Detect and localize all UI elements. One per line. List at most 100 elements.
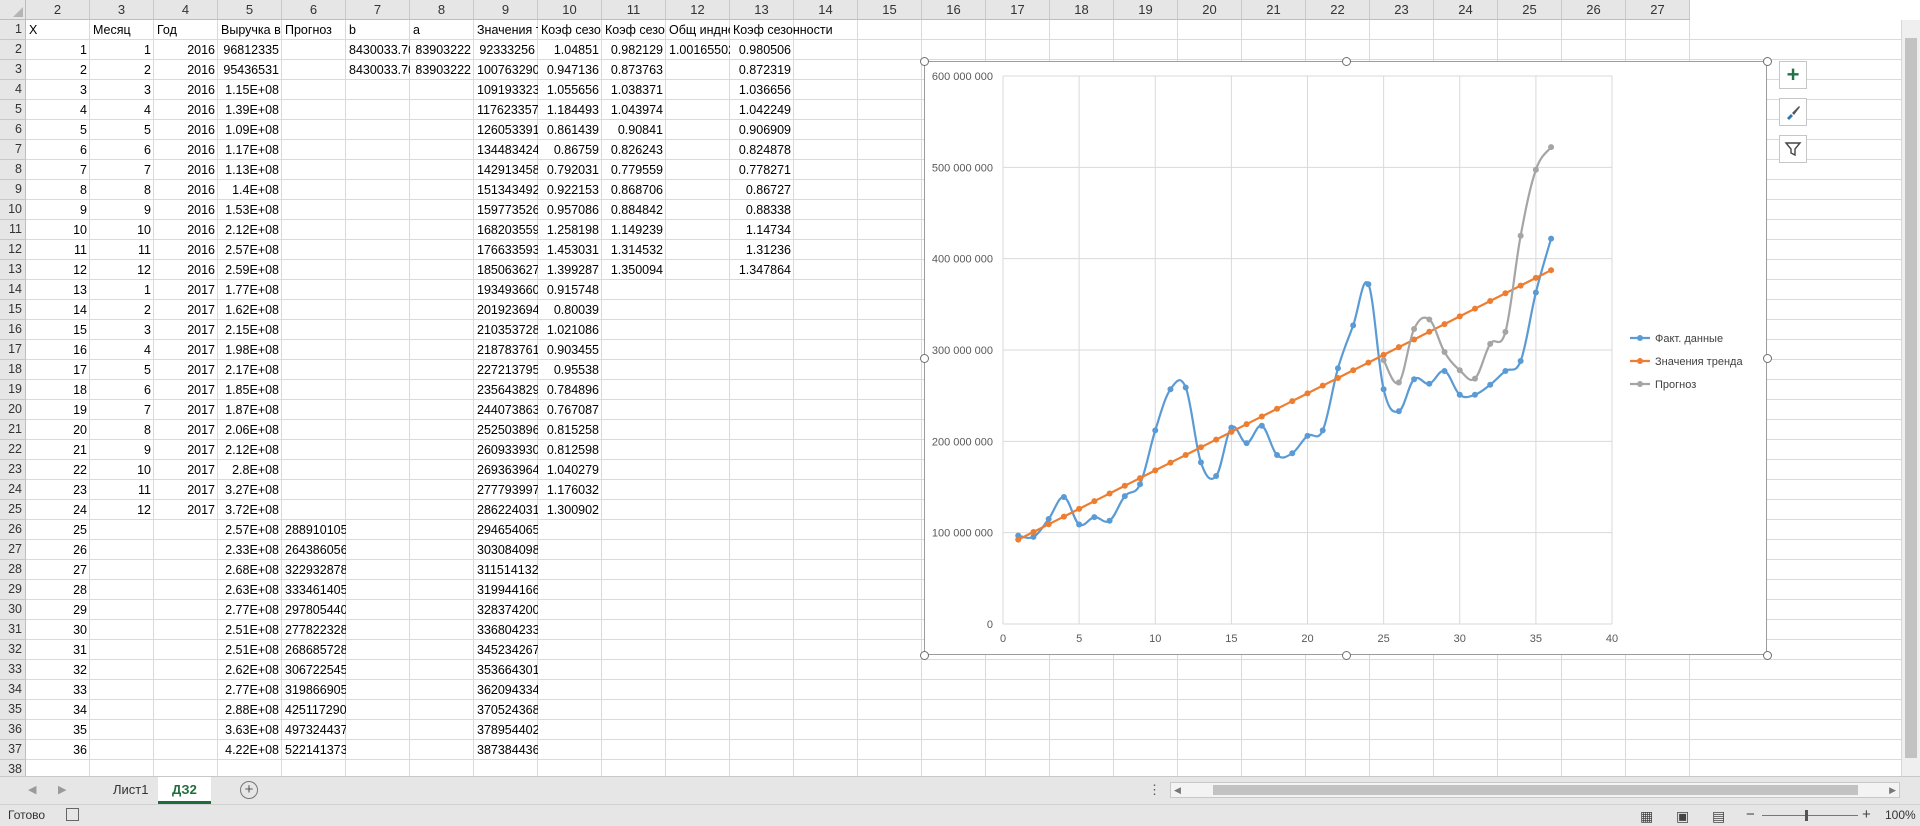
cell[interactable]: b bbox=[349, 23, 356, 37]
cell[interactable]: 1.055656 bbox=[546, 83, 599, 97]
new-sheet-button[interactable]: + bbox=[240, 781, 258, 799]
column-header[interactable]: 25 bbox=[1498, 0, 1562, 20]
cell[interactable]: 3.63E+08 bbox=[225, 723, 279, 737]
column-header[interactable]: 27 bbox=[1626, 0, 1690, 20]
cell[interactable]: 3 bbox=[144, 83, 151, 97]
cell[interactable]: 2.33E+08 bbox=[225, 543, 279, 557]
cell[interactable]: 8430033.702 bbox=[349, 43, 410, 57]
cell[interactable]: 260933930 bbox=[477, 443, 538, 457]
cell[interactable]: 0.873763 bbox=[610, 63, 663, 77]
cell[interactable]: 1.453031 bbox=[546, 243, 599, 257]
cell[interactable]: 1.14734 bbox=[745, 223, 791, 237]
cell[interactable]: 11 bbox=[74, 243, 87, 257]
cell[interactable]: 0.884842 bbox=[610, 203, 663, 217]
cell[interactable]: 336804233 bbox=[477, 623, 538, 637]
cell[interactable]: 1.39E+08 bbox=[225, 103, 279, 117]
cell[interactable]: 134483424 bbox=[477, 143, 538, 157]
cell[interactable]: 20 bbox=[73, 423, 87, 437]
cell[interactable]: 2 bbox=[144, 63, 151, 77]
chart-resize-handle[interactable] bbox=[1763, 57, 1772, 66]
cell[interactable]: 306722545.7 bbox=[285, 663, 346, 677]
cell[interactable]: 2 bbox=[80, 63, 87, 77]
cell[interactable]: 2.63E+08 bbox=[225, 583, 279, 597]
chart-resize-handle[interactable] bbox=[920, 354, 929, 363]
cell[interactable]: 4 bbox=[144, 343, 151, 357]
row-header[interactable]: 17 bbox=[0, 340, 26, 360]
cell[interactable]: 425117290 bbox=[285, 703, 346, 717]
cell[interactable]: 33 bbox=[73, 683, 87, 697]
cell[interactable]: 345234267 bbox=[477, 643, 538, 657]
column-header[interactable]: 5 bbox=[218, 0, 282, 20]
cell[interactable]: 14 bbox=[73, 303, 87, 317]
cell[interactable]: 297805440.4 bbox=[285, 603, 346, 617]
cell[interactable]: a bbox=[413, 23, 420, 37]
cell[interactable]: 151343492 bbox=[477, 183, 538, 197]
cell[interactable]: 252503896 bbox=[477, 423, 538, 437]
cell[interactable]: 2016 bbox=[187, 263, 215, 277]
cell[interactable]: 8430033.702 bbox=[349, 63, 410, 77]
cell[interactable]: 2017 bbox=[187, 323, 215, 337]
column-header[interactable]: 16 bbox=[922, 0, 986, 20]
cell[interactable]: 1.314532 bbox=[610, 243, 663, 257]
row-header[interactable]: 8 bbox=[0, 160, 26, 180]
row-header[interactable]: 11 bbox=[0, 220, 26, 240]
cell[interactable]: 235643829 bbox=[477, 383, 538, 397]
column-header[interactable]: 3 bbox=[90, 0, 154, 20]
cell[interactable]: 370524368 bbox=[477, 703, 538, 717]
cell[interactable]: 1.043974 bbox=[610, 103, 663, 117]
cell[interactable]: 92333256 bbox=[479, 43, 535, 57]
cell[interactable]: Общ индне bbox=[669, 23, 730, 37]
row-header[interactable]: 33 bbox=[0, 660, 26, 680]
cell[interactable]: 0.982129 bbox=[610, 43, 663, 57]
cell[interactable]: 4 bbox=[144, 103, 151, 117]
cell[interactable]: 4 bbox=[80, 103, 87, 117]
cell[interactable]: 497324437.1 bbox=[285, 723, 346, 737]
chart-resize-handle[interactable] bbox=[1341, 57, 1351, 66]
next-sheet-icon[interactable]: ▶ bbox=[58, 784, 67, 796]
cell[interactable]: 159773526 bbox=[477, 203, 538, 217]
row-header[interactable]: 24 bbox=[0, 480, 26, 500]
cell[interactable]: 1.98E+08 bbox=[225, 343, 279, 357]
row-header[interactable]: 34 bbox=[0, 680, 26, 700]
row-header[interactable]: 30 bbox=[0, 600, 26, 620]
cell[interactable]: 2017 bbox=[187, 403, 215, 417]
cell[interactable]: 2.8E+08 bbox=[232, 463, 279, 477]
cell[interactable]: 218783761 bbox=[477, 343, 538, 357]
row-header[interactable]: 26 bbox=[0, 520, 26, 540]
cell[interactable]: 0.86759 bbox=[553, 143, 599, 157]
column-header[interactable]: 23 bbox=[1370, 0, 1434, 20]
cell[interactable]: 26 bbox=[73, 543, 87, 557]
cell[interactable]: 0.95538 bbox=[553, 363, 599, 377]
zoom-level[interactable]: 100% bbox=[1885, 808, 1916, 822]
cell[interactable]: 176633593 bbox=[477, 243, 538, 257]
cell[interactable]: 4.22E+08 bbox=[225, 743, 279, 757]
cell[interactable]: 0.947136 bbox=[546, 63, 599, 77]
cell[interactable]: 11 bbox=[138, 483, 151, 497]
cell[interactable]: 31 bbox=[73, 643, 87, 657]
cell[interactable]: 35 bbox=[73, 723, 87, 737]
cell[interactable]: 1.399287 bbox=[546, 263, 599, 277]
cell[interactable]: 3 bbox=[144, 323, 151, 337]
cell[interactable]: 1.85E+08 bbox=[225, 383, 279, 397]
cell[interactable]: 32 bbox=[73, 663, 87, 677]
cell[interactable]: 19 bbox=[73, 403, 87, 417]
chart-styles-button[interactable] bbox=[1779, 98, 1807, 126]
cell[interactable]: 1.149239 bbox=[610, 223, 663, 237]
cell[interactable]: 2 bbox=[144, 303, 151, 317]
row-header[interactable]: 21 bbox=[0, 420, 26, 440]
cell[interactable]: 1.021086 bbox=[546, 323, 599, 337]
column-header[interactable]: 2 bbox=[26, 0, 90, 20]
cell[interactable]: 0.957086 bbox=[546, 203, 599, 217]
cell[interactable]: 0.826243 bbox=[610, 143, 663, 157]
cell[interactable]: 277793997 bbox=[477, 483, 538, 497]
cell[interactable]: 269363964 bbox=[477, 463, 538, 477]
cell[interactable]: 2016 bbox=[187, 163, 215, 177]
column-header[interactable]: 11 bbox=[602, 0, 666, 20]
spreadsheet-area[interactable]: 2 3 4 5 6 7 8 9 10 11 12 13 14 15 16 17 18 19 20 21 22 23 24 25… bbox=[0, 0, 1920, 776]
cell[interactable]: 95436531 bbox=[223, 63, 279, 77]
cell[interactable]: 5 bbox=[144, 123, 151, 137]
cell[interactable]: 1 bbox=[80, 43, 87, 57]
cell[interactable]: 2017 bbox=[187, 483, 215, 497]
cell[interactable]: 1.350094 bbox=[610, 263, 663, 277]
row-header[interactable]: 36 bbox=[0, 720, 26, 740]
